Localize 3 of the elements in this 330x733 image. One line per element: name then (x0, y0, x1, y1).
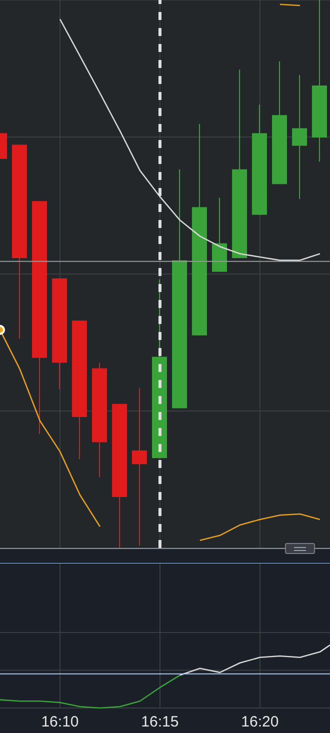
x-tick-label: 16:20 (241, 714, 279, 731)
x-tick-label: 16:10 (41, 714, 79, 731)
x-tick-label: 16:15 (141, 714, 179, 731)
